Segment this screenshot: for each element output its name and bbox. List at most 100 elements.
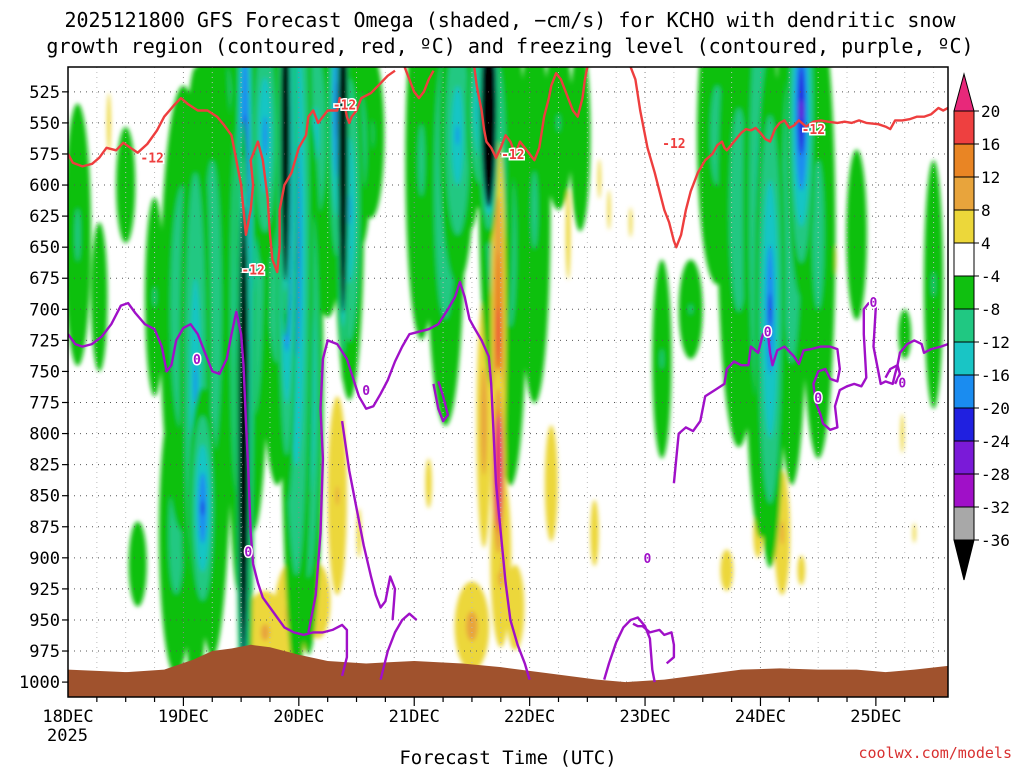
omega-band-3-0: [565, 190, 571, 280]
omega-band-33-1: [418, 124, 425, 197]
contour-labels: -12 -12 -12 -12 -12 -12 0 0 0 0 0 0 0 0: [139, 97, 908, 569]
chart-title-line-2: growth region (contoured, red, ºC) and f…: [46, 34, 973, 58]
colorbar-label-9: -20: [981, 399, 1010, 418]
omega-cell-42: [454, 581, 490, 671]
omega-cell-10: [912, 523, 916, 543]
omega-band-75-9: [238, 207, 249, 660]
omega-cell-25: [144, 197, 165, 397]
y-tick-label-575: 575: [29, 145, 60, 165]
omega-band-10-0: [912, 523, 916, 543]
omega-band-69-4: [201, 500, 205, 516]
colorbar-label-3: 8: [981, 201, 991, 220]
y-tick-label-600: 600: [29, 176, 60, 196]
omega-band-40-1: [812, 160, 824, 310]
freezing-level-contours: [68, 280, 948, 683]
y-tick-label-525: 525: [29, 83, 60, 103]
colorbar-label-0: 20: [981, 102, 1000, 121]
colorbar-label-2: 12: [981, 168, 1000, 187]
freezing-contour-line-7: [672, 301, 948, 484]
chart-title-line-1: 2025121800 GFS Forecast Omega (shaded, −…: [64, 8, 956, 32]
colorbar-bottom-triangle: [953, 539, 975, 581]
y-tick-label-700: 700: [29, 300, 60, 320]
freezing-contour-line-6: [632, 622, 676, 665]
omega-band-4-0: [597, 158, 601, 199]
freezing-contour-label-12: 0: [870, 296, 878, 311]
colorbar-segment-3: [953, 209, 975, 244]
colorbar-label-6: -8: [981, 300, 1000, 319]
colorbar-segment-8: [953, 374, 975, 409]
colorbar-label-4: 4: [981, 234, 991, 253]
omega-cell-12: [898, 309, 912, 360]
y-tick-label-625: 625: [29, 207, 60, 227]
omega-band-72-5: [799, 99, 803, 122]
omega-band-11-0: [116, 127, 136, 244]
omega-band-12-0: [898, 309, 912, 360]
freezing-contour-label-7: 0: [244, 546, 252, 561]
colorbar-label-11: -28: [981, 465, 1010, 484]
omega-band-29-1: [932, 272, 936, 297]
x-tick-label-3: 21DEC: [389, 707, 440, 727]
omega-band-77-9: [338, 67, 348, 313]
omega-shading-layer: [68, 67, 944, 697]
dgz-contour-line-0: [68, 69, 396, 274]
omega-cell-15: [544, 425, 558, 542]
omega-band-22-0: [846, 149, 867, 320]
omega-band-47-1: [480, 366, 488, 476]
colorbar-label-5: -4: [981, 267, 1000, 286]
omega-band-63-3: [263, 116, 268, 155]
dgz-contour-line-3: [629, 67, 948, 249]
y-tick-label-725: 725: [29, 331, 60, 351]
omega-band-30-1: [335, 485, 339, 506]
freezing-contour-line-1: [307, 280, 531, 680]
colorbar-label-12: -32: [981, 498, 1010, 517]
omega-cell-31: [68, 103, 91, 366]
y-tick-label-775: 775: [29, 394, 60, 414]
freezing-contour-line-8: [884, 364, 902, 385]
omega-band-0-0: [106, 93, 111, 153]
credit-text: coolwx.com/models: [858, 744, 1012, 762]
y-tick-label-850: 850: [29, 487, 60, 507]
freezing-contour-label-8: 0: [362, 384, 370, 399]
x-tick-label-1: 19DEC: [158, 707, 209, 727]
colorbar-label-13: -36: [981, 531, 1010, 550]
omega-cell-20: [128, 521, 147, 607]
omega-band-34-1: [531, 171, 538, 249]
freezing-contour-line-2: [340, 420, 397, 621]
plot-area: -12 -12 -12 -12 -12 -12 0 0 0 0 0 0 0 0: [68, 67, 948, 697]
y-tick-label-900: 900: [29, 549, 60, 569]
omega-cell-3: [565, 190, 571, 280]
dgz-contour-line-1: [403, 67, 435, 100]
omega-band-27-1: [660, 349, 664, 369]
omega-cell-69: [188, 387, 217, 629]
omega-band-15-0: [544, 425, 558, 542]
omega-band-42-1: [466, 611, 478, 642]
colorbar-segment-9: [953, 407, 975, 442]
x-tick-label-6: 24DEC: [735, 707, 786, 727]
omega-band-14-0: [425, 458, 432, 509]
dgz-contour-label-1: -12: [140, 152, 163, 167]
y-tick-label-950: 950: [29, 611, 60, 631]
colorbar-label-8: -16: [981, 366, 1010, 385]
omega-band-24-0: [506, 564, 525, 651]
omega-band-35-1: [260, 624, 270, 641]
gridlines: [68, 67, 948, 697]
omega-band-76-9: [280, 67, 290, 281]
colorbar-segment-5: [953, 275, 975, 310]
freezing-contour-line-4: [432, 381, 450, 423]
terrain-surface: [68, 644, 948, 697]
colorbar-segment-11: [953, 473, 975, 508]
omega-band-28-1: [689, 304, 693, 315]
freezing-contour-line-0: [68, 301, 349, 677]
colorbar-segment-4: [953, 242, 975, 277]
colorbar-label-1: 16: [981, 135, 1000, 154]
plot-frame: [67, 66, 949, 698]
y-tick-label-1000: 1000: [19, 673, 60, 693]
omega-cell-22: [846, 149, 867, 320]
freezing-contour-line-3: [379, 612, 418, 680]
x-tick-label-7: 25DEC: [850, 707, 901, 727]
omega-band-36-1: [780, 520, 784, 546]
dgz-contour-label-2: -12: [241, 264, 264, 279]
omega-band-59-3: [193, 362, 197, 405]
omega-cell-14: [425, 458, 432, 509]
